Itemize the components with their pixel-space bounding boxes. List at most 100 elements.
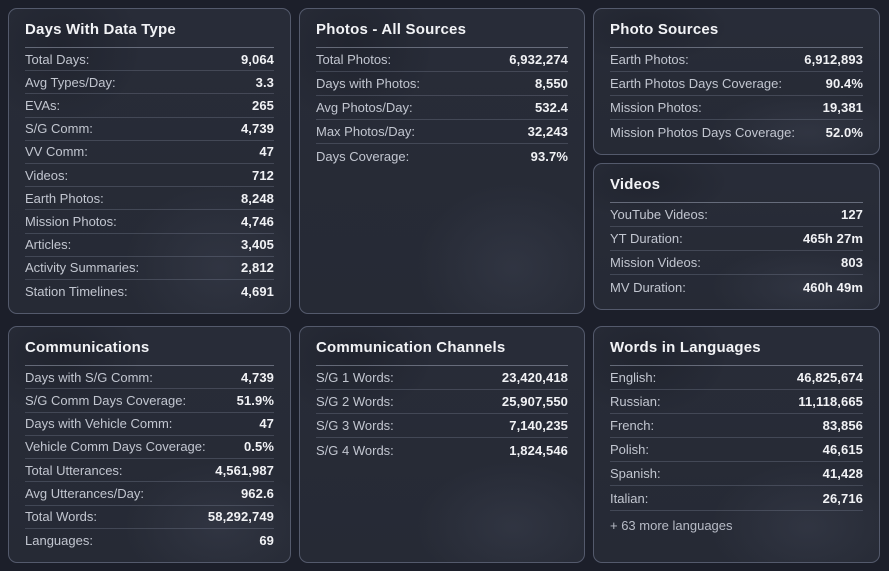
stat-row: Earth Photos Days Coverage: 90.4% (610, 72, 863, 96)
stat-value: 83,856 (822, 418, 863, 433)
stat-row: Days with Vehicle Comm: 47 (25, 413, 274, 436)
stat-value: 3.3 (255, 74, 274, 90)
panel-communications: Communications Days with S/G Comm: 4,739… (8, 326, 291, 563)
stat-list-photos-all-sources: Total Photos: 6,932,274 Days with Photos… (316, 48, 568, 168)
stat-label: Total Photos: (316, 52, 392, 67)
stat-value: 47 (259, 416, 274, 432)
stat-label: Earth Photos: (25, 190, 104, 206)
stat-label: S/G Comm: (25, 121, 93, 137)
stat-row: Languages: 69 (25, 529, 274, 552)
stat-value: 32,243 (527, 124, 568, 139)
stat-label: S/G 3 Words: (316, 418, 394, 433)
stat-label: Languages: (25, 532, 93, 548)
stat-row: Days with Photos: 8,550 (316, 72, 568, 96)
stat-value: 51.9% (236, 392, 274, 408)
stat-row: Total Photos: 6,932,274 (316, 48, 568, 72)
stat-label: Days with S/G Comm: (25, 369, 153, 385)
stat-row: MV Duration: 460h 49m (610, 275, 863, 299)
stat-label: Avg Utterances/Day: (25, 485, 144, 501)
stat-label: French: (610, 418, 655, 433)
stat-list-communications: Days with S/G Comm: 4,739 S/G Comm Days … (25, 366, 274, 552)
stat-value: 803 (841, 255, 863, 270)
stat-label: Station Timelines: (25, 283, 128, 299)
stat-label: S/G 1 Words: (316, 370, 394, 385)
stat-row: Earth Photos: 6,912,893 (610, 48, 863, 72)
stat-label: YouTube Videos: (610, 207, 708, 222)
stat-label: Activity Summaries: (25, 260, 140, 276)
stat-row: Russian: 11,118,665 (610, 390, 863, 414)
stat-label: MV Duration: (610, 279, 686, 295)
stat-value: 47 (259, 144, 274, 160)
stat-row: YT Duration: 465h 27m (610, 227, 863, 251)
stat-value: 58,292,749 (207, 509, 274, 525)
stat-list-videos: YouTube Videos: 127 YT Duration: 465h 27… (610, 203, 863, 299)
stat-value: 7,140,235 (509, 418, 568, 433)
stat-value: 265 (252, 97, 274, 113)
stat-row: S/G 4 Words: 1,824,546 (316, 438, 568, 462)
stat-value: 41,428 (822, 466, 863, 481)
stat-value: 8,550 (534, 76, 568, 91)
stat-label: S/G 2 Words: (316, 394, 394, 409)
stat-row: Avg Utterances/Day: 962.6 (25, 482, 274, 506)
stat-row: Avg Types/Day: 3.3 (25, 71, 274, 95)
stat-label: Polish: (610, 442, 650, 457)
stat-row: Spanish: 41,428 (610, 462, 863, 486)
stat-row: S/G 3 Words: 7,140,235 (316, 414, 568, 438)
stat-value: 9,064 (240, 51, 274, 67)
stat-label: Total Utterances: (25, 462, 123, 478)
stat-label: Days Coverage: (316, 148, 410, 164)
stat-list-days-with-data-type: Total Days: 9,064 Avg Types/Day: 3.3 EVA… (25, 48, 274, 303)
stat-value: 46,825,674 (796, 370, 863, 385)
panel-communication-channels: Communication Channels S/G 1 Words: 23,4… (299, 326, 585, 563)
stat-label: Avg Types/Day: (25, 74, 116, 90)
panel-words-in-languages: Words in Languages English: 46,825,674 R… (593, 326, 880, 563)
stat-value: 23,420,418 (501, 370, 568, 385)
stat-list-photo-sources: Earth Photos: 6,912,893 Earth Photos Day… (610, 48, 863, 144)
stat-label: Articles: (25, 237, 72, 253)
stat-value: 2,812 (240, 260, 274, 276)
stat-label: Days with Vehicle Comm: (25, 416, 173, 432)
stat-label: Spanish: (610, 466, 661, 481)
stat-value: 69 (259, 532, 274, 548)
panel-title-videos: Videos (610, 172, 863, 203)
stat-row: S/G Comm Days Coverage: 51.9% (25, 389, 274, 413)
stat-value: 127 (841, 207, 863, 222)
stat-value: 46,615 (822, 442, 863, 457)
stat-value: 6,932,274 (509, 52, 568, 67)
stat-list-words-in-languages: English: 46,825,674 Russian: 11,118,665 … (610, 366, 863, 510)
stat-value: 3,405 (240, 237, 274, 253)
stat-label: Mission Photos: (610, 100, 702, 115)
stat-row: Mission Videos: 803 (610, 251, 863, 275)
stat-value: 93.7% (530, 148, 568, 164)
stat-label: Mission Photos Days Coverage: (610, 124, 795, 140)
stat-value: 4,739 (240, 369, 274, 385)
panel-title-days-with-data-type: Days With Data Type (25, 17, 274, 48)
stat-row: Avg Photos/Day: 532.4 (316, 96, 568, 120)
right-column-stack: Photo Sources Earth Photos: 6,912,893 Ea… (593, 8, 880, 314)
stat-value: 0.5% (243, 439, 274, 455)
stat-value: 19,381 (822, 100, 863, 115)
stat-value: 90.4% (825, 76, 863, 91)
stat-label: S/G 4 Words: (316, 442, 394, 458)
stat-row: S/G 1 Words: 23,420,418 (316, 366, 568, 390)
stat-label: EVAs: (25, 97, 61, 113)
stat-label: Vehicle Comm Days Coverage: (25, 439, 206, 455)
stat-value: 4,746 (240, 213, 274, 229)
panel-photo-sources: Photo Sources Earth Photos: 6,912,893 Ea… (593, 8, 880, 155)
stat-value: 4,739 (240, 121, 274, 137)
stat-label: Max Photos/Day: (316, 124, 415, 139)
stat-label: Russian: (610, 394, 661, 409)
stat-row: Days with S/G Comm: 4,739 (25, 366, 274, 390)
stat-row: S/G 2 Words: 25,907,550 (316, 390, 568, 414)
stat-label: Total Days: (25, 51, 90, 67)
stat-value: 712 (252, 167, 274, 183)
stat-value: 11,118,665 (798, 394, 863, 409)
panel-photos-all-sources: Photos - All Sources Total Photos: 6,932… (299, 8, 585, 314)
stat-value: 4,561,987 (215, 462, 274, 478)
stat-row: Station Timelines: 4,691 (25, 280, 274, 303)
stat-label: Videos: (25, 167, 69, 183)
stat-label: Earth Photos Days Coverage: (610, 76, 782, 91)
stat-row: Italian: 26,716 (610, 486, 863, 510)
stat-label: Days with Photos: (316, 76, 421, 91)
